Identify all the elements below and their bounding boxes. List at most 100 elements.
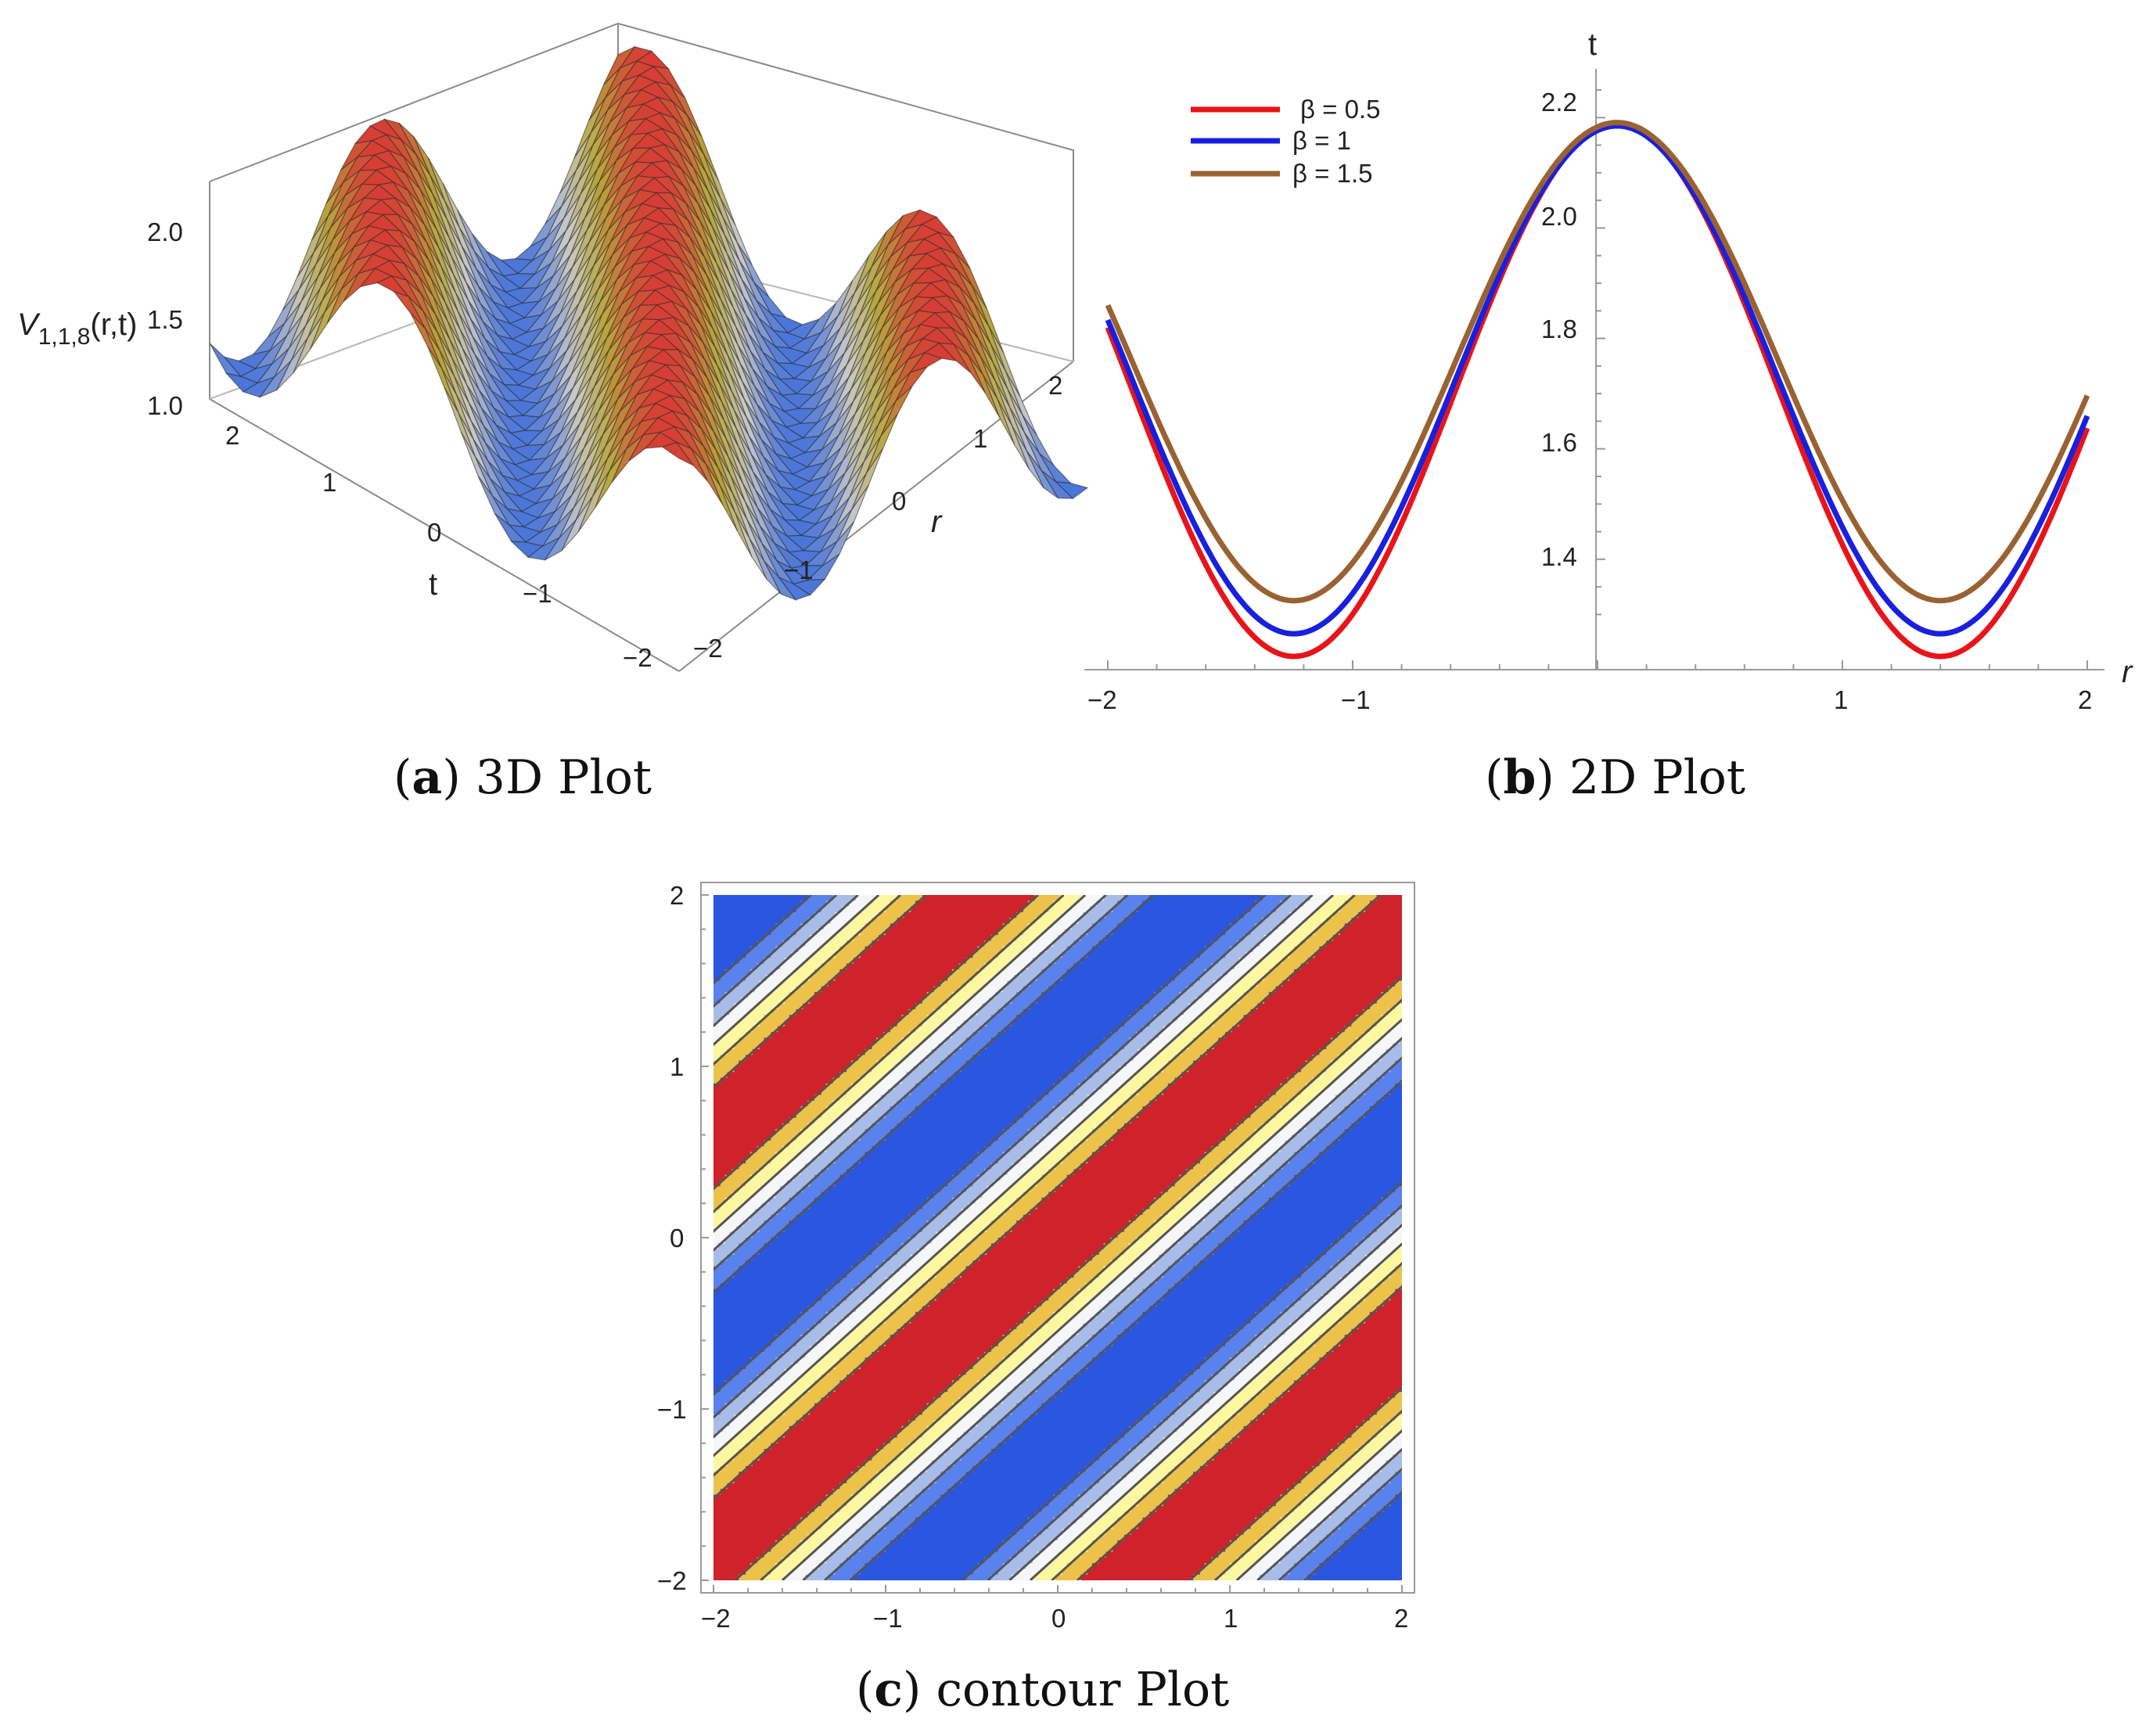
contour-band-segment [915, 1209, 941, 1216]
contour-band-segment [1344, 1129, 1402, 1136]
contour-band-segment [901, 1243, 926, 1250]
contour-band-segment [968, 1409, 990, 1415]
contour-band-segment [1087, 1569, 1201, 1576]
contour-band-segment [1319, 1049, 1346, 1055]
contour-band-segment [1363, 1443, 1387, 1450]
panel-b-2d-plot: −2 −1 1 2 1.4 1.6 1.8 2.0 2.2 t r β = 0.… [1084, 27, 2133, 805]
contour-band-segment [901, 1425, 928, 1432]
contour-band-segment [1044, 929, 1066, 936]
contour-band-segment [825, 940, 847, 947]
contour-band-segment [899, 1472, 921, 1479]
contour-band-segment [940, 1209, 962, 1216]
contour-band-segment [1230, 1563, 1253, 1569]
contour-band-segment [1023, 906, 1049, 913]
contour-line [760, 998, 1402, 1580]
contour-band-segment [807, 1511, 834, 1519]
contour-band-segment [796, 929, 818, 936]
contour-band-segment [1037, 997, 1150, 1005]
contour-band-segment [897, 1511, 923, 1519]
contour-band-segment [713, 1397, 733, 1404]
contour-band-segment [879, 935, 992, 941]
b-x-tick-minus2: −2 [1087, 685, 1117, 714]
contour-band-segment [796, 1340, 818, 1347]
contour-band-segment [724, 992, 749, 998]
r-tick-2: 2 [1048, 371, 1062, 400]
contour-band-segment [869, 1311, 891, 1318]
contour-band-segment [1147, 1472, 1169, 1479]
contour-band-segment [1112, 1523, 1139, 1529]
contour-line [0, 895, 357, 1580]
contour-band-segment [1324, 1311, 1346, 1318]
b-y-axis-label: t [1588, 27, 1597, 62]
contour-band-segment [1225, 1340, 1251, 1347]
contour-band-segment [814, 1506, 840, 1512]
contour-band-segment [713, 1420, 731, 1427]
contour-band-segment [1014, 1181, 1038, 1187]
contour-band-segment [1314, 1569, 1402, 1576]
contour-band-segment [1294, 1380, 1402, 1387]
contour-band-segment [1181, 1049, 1208, 1055]
contour-band-segment [782, 1534, 808, 1541]
contour-band-segment [915, 1517, 1029, 1524]
contour-band-segment [1388, 1397, 1402, 1404]
contour-band-segment [1108, 1077, 1130, 1084]
contour-band-segment [1282, 1574, 1309, 1580]
contour-band-segment [1243, 1551, 1265, 1558]
contour-band-segment [713, 1066, 735, 1073]
contour-band-segment [864, 1460, 891, 1467]
contour-band-segment [1112, 929, 1226, 936]
contour-band-segment [1378, 1037, 1400, 1044]
contour-band-segment [1218, 1551, 1245, 1558]
contour-band-segment [729, 1026, 753, 1033]
contour-band-segment [1044, 1546, 1066, 1553]
contour-band-segment [713, 1403, 726, 1410]
contour-band-segment [734, 1043, 760, 1050]
contour-band-segment [1188, 1414, 1210, 1422]
contour-band-segment [1062, 975, 1176, 982]
contour-band-segment [1197, 1425, 1219, 1432]
contour-band-segment [1395, 1083, 1402, 1090]
contour-band-segment [832, 895, 857, 901]
contour-band-segment [1376, 1283, 1402, 1290]
contour-band-segment [1062, 1157, 1088, 1164]
contour-band-segment [890, 1335, 1004, 1341]
contour-band-segment [800, 1169, 822, 1176]
contour-band-segment [915, 1437, 937, 1444]
contour-band-segment [1344, 900, 1371, 908]
contour-band-segment [1333, 1140, 1402, 1147]
contour-band-segment [881, 1077, 903, 1084]
contour-band-segment [830, 1534, 852, 1541]
contour-band-segment [1223, 1403, 1245, 1410]
c-y-tick-minus1: −1 [657, 1395, 687, 1424]
contour-band-segment [1305, 1494, 1329, 1501]
contour-band-segment [1145, 1043, 1166, 1050]
contour-band-segment [954, 1072, 1068, 1079]
contour-band-segment [780, 1186, 803, 1193]
c-x-tick-0: 0 [1051, 1604, 1066, 1633]
contour-band-segment [1092, 1357, 1206, 1364]
contour-band-segment [987, 1020, 1012, 1027]
contour-band-segment [1307, 1368, 1402, 1375]
contour-band-segment [1300, 1066, 1327, 1073]
contour-band-segment [713, 1340, 771, 1347]
contour-band-segment [947, 1489, 1061, 1496]
contour-band-segment [1051, 1540, 1073, 1547]
contour-band-segment [1002, 1129, 1029, 1136]
contour-band-segment [990, 1037, 1105, 1044]
contour-band-segment [828, 980, 941, 987]
contour-band-segment [1275, 906, 1297, 913]
contour-band-segment [1005, 1437, 1118, 1444]
contour-band-segment [1218, 1425, 1245, 1432]
contour-band-segment [1204, 1152, 1231, 1159]
caption-a: (a) 3D Plot [394, 750, 652, 805]
contour-band-segment [1328, 1289, 1350, 1296]
contour-band-segment [911, 906, 1024, 913]
contour-band-segment [1289, 1117, 1311, 1124]
contour-band-segment [759, 1226, 785, 1233]
contour-band-segment [724, 1443, 746, 1450]
legend-label-beta-0-5: β = 0.5 [1300, 95, 1380, 124]
contour-band-segment [956, 1026, 980, 1033]
contour-band-segment [954, 1254, 980, 1261]
contour-band-segment [839, 1174, 953, 1181]
contour-band-segment [757, 963, 781, 970]
